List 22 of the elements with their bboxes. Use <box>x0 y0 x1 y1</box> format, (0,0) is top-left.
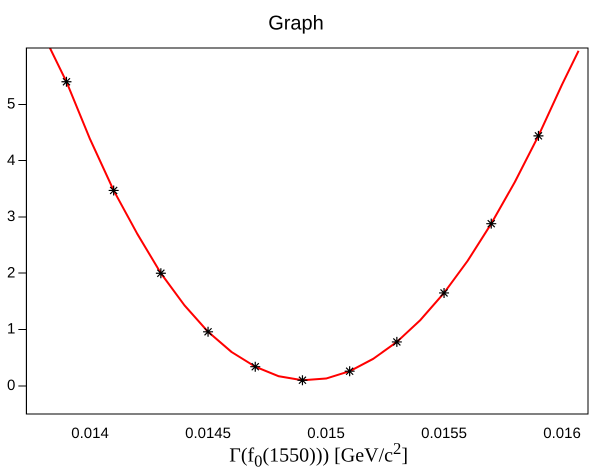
x-tick-label: 0.016 <box>543 425 581 442</box>
point <box>532 130 544 142</box>
y-tick-label: 1 <box>7 320 16 338</box>
point <box>250 361 261 372</box>
point <box>60 76 72 88</box>
y-tick-label: 2 <box>7 264 16 282</box>
y-tick-label: 4 <box>7 152 16 169</box>
point <box>108 184 120 196</box>
y-tick-label: 0 <box>7 376 16 394</box>
point <box>438 287 450 299</box>
point <box>202 326 214 338</box>
chart-title: Graph <box>268 12 324 35</box>
x-tick-label: 0.014 <box>71 425 109 442</box>
point <box>155 268 166 279</box>
point <box>486 218 497 230</box>
point <box>296 374 308 386</box>
y-tick-label: 5 <box>7 95 16 112</box>
x-tick-label: 0.0155 <box>421 425 467 442</box>
point <box>344 366 356 377</box>
y-tick-label: 3 <box>7 208 16 226</box>
x-tick-label: 0.0145 <box>185 425 231 442</box>
point <box>391 336 402 348</box>
